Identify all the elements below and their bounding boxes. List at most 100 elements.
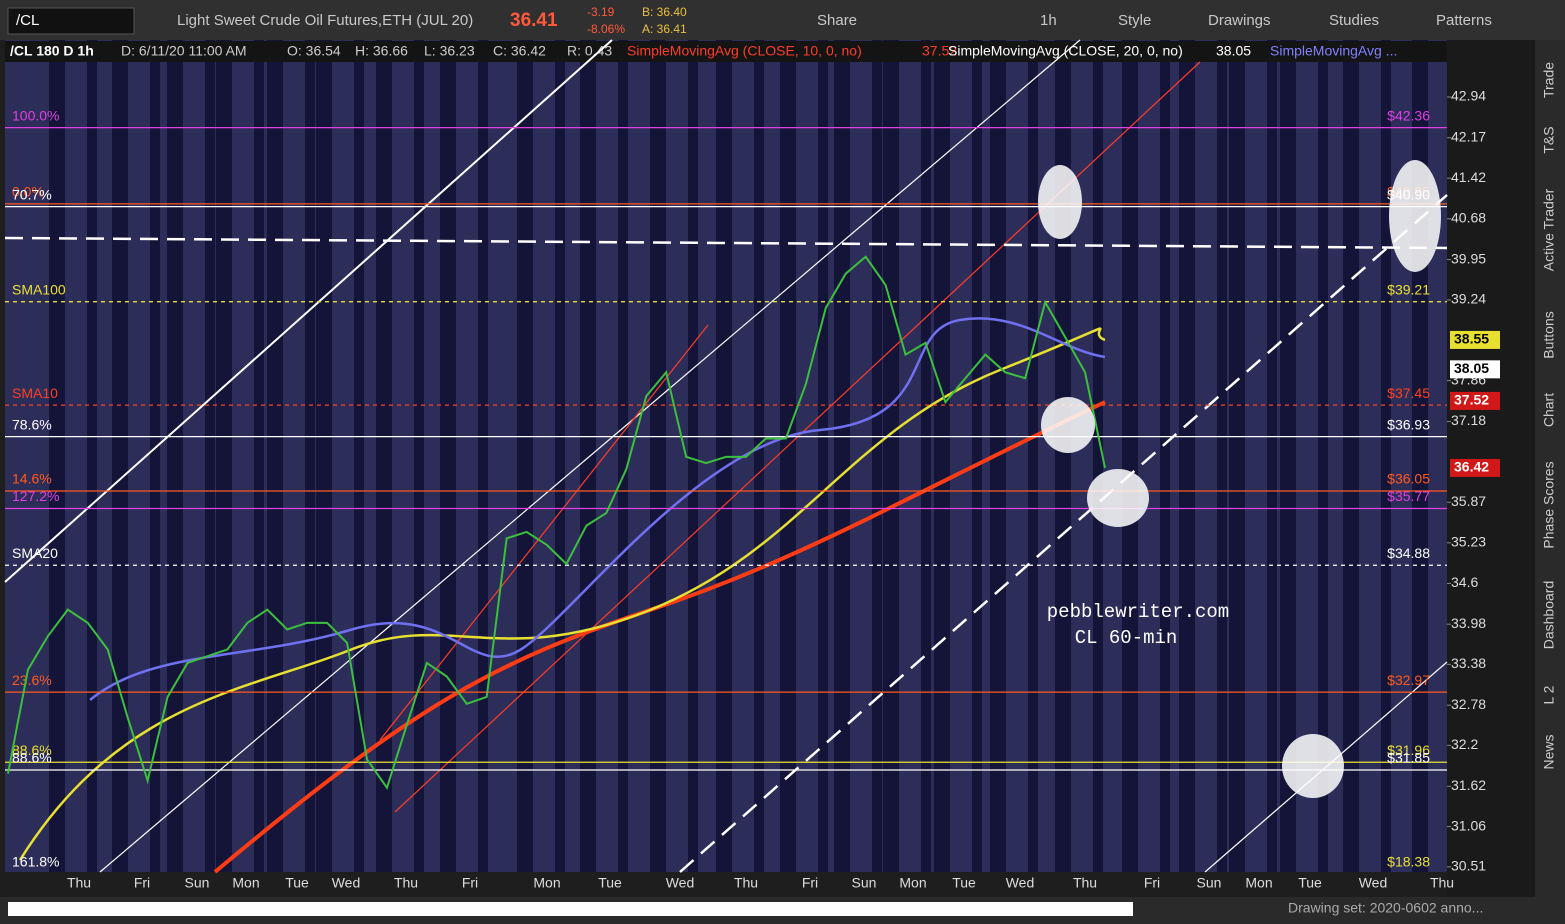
- symbol[interactable]: /CL: [16, 12, 39, 29]
- session-band: [618, 40, 628, 872]
- session-band: [555, 40, 565, 872]
- x-tick-label: Fri: [462, 875, 478, 891]
- sidebar-tab[interactable]: Trade: [1541, 62, 1557, 98]
- highlight: [1389, 160, 1441, 272]
- x-tick-label: Thu: [1073, 875, 1097, 891]
- x-tick-label: Thu: [1430, 875, 1454, 891]
- highlights: [1038, 160, 1441, 798]
- highlight: [1041, 397, 1095, 453]
- sidebar-tab[interactable]: News: [1541, 734, 1557, 769]
- toolbar-button[interactable]: Studies: [1329, 12, 1379, 29]
- x-tick-label: Mon: [899, 875, 926, 891]
- session-band: [818, 40, 828, 872]
- session-band: [305, 40, 315, 872]
- highlight: [1282, 734, 1344, 798]
- header-field: SimpleMovingAvg (CLOSE, 20, 0, no): [948, 43, 1183, 59]
- level-value-label: $31.96: [1387, 742, 1430, 758]
- x-tick-label: Fri: [134, 875, 150, 891]
- header-field: C: 36.42: [493, 43, 546, 59]
- header-field: 37.52: [922, 43, 957, 59]
- symbol-box[interactable]: [7, 7, 135, 35]
- toolbar-button[interactable]: Style: [1118, 12, 1151, 29]
- sidebar-tab[interactable]: Chart: [1541, 393, 1557, 427]
- session-band: [934, 40, 950, 872]
- session-band: [414, 40, 424, 872]
- session-band: [167, 40, 183, 872]
- header-field: D: 6/11/20 11:00 AM: [121, 43, 247, 59]
- level-value-label: $18.38: [1387, 854, 1430, 870]
- session-band: [316, 40, 332, 872]
- sidebar-tab[interactable]: L 2: [1541, 685, 1557, 704]
- session-band: [478, 40, 488, 872]
- session-band: [49, 40, 65, 872]
- session-band: [1122, 40, 1138, 872]
- y-tick-label: 42.17: [1451, 128, 1486, 144]
- sidebar: [1535, 40, 1565, 924]
- header-field: R: 0.43: [567, 43, 612, 59]
- ask: A: 36.41: [642, 22, 687, 36]
- session-band: [376, 40, 392, 872]
- session-band: [1343, 40, 1359, 872]
- sidebar-tab[interactable]: Phase Scores: [1541, 461, 1557, 548]
- watermark: pebblewriter.com: [1047, 601, 1229, 623]
- x-tick-label: Wed: [1006, 875, 1035, 891]
- sidebar-tab[interactable]: Buttons: [1541, 311, 1557, 358]
- level-label: 88.6%: [12, 742, 52, 758]
- y-tick-label: 34.6: [1451, 574, 1478, 590]
- level-label: 70.7%: [12, 186, 52, 202]
- y-tick-label: 33.38: [1451, 655, 1486, 671]
- toolbar-button[interactable]: Drawings: [1208, 12, 1271, 29]
- toolbar: [0, 0, 1565, 40]
- level-value-label: $32.97: [1387, 672, 1430, 688]
- x-tick-label: Mon: [1245, 875, 1272, 891]
- level-label: 127.2%: [12, 488, 59, 504]
- drawing-set[interactable]: Drawing set: 2020-0602 anno...: [1288, 900, 1483, 916]
- session-band: [650, 40, 666, 872]
- last-price: 36.41: [510, 10, 558, 31]
- level-label: 88.6%: [12, 750, 52, 766]
- change: -3.19: [587, 5, 615, 19]
- header-field: O: 36.54: [287, 43, 341, 59]
- level-value-label: $42.36: [1387, 107, 1430, 123]
- scrollbar[interactable]: [8, 902, 1133, 916]
- sidebar-tab[interactable]: Dashboard: [1541, 581, 1557, 650]
- level-label: 23.6%: [12, 672, 52, 688]
- price-badge: [1450, 458, 1500, 477]
- y-tick-label: 39.24: [1451, 291, 1486, 307]
- session-band: [580, 40, 596, 872]
- session-band: [688, 40, 698, 872]
- x-tick-label: Thu: [734, 875, 758, 891]
- toolbar-button[interactable]: Patterns: [1436, 12, 1492, 29]
- price-badge: [1450, 391, 1500, 410]
- y-tick-label: 32.2: [1451, 736, 1478, 752]
- level-value-label: $39.21: [1387, 281, 1430, 297]
- toolbar-button[interactable]: Share: [817, 12, 857, 29]
- session-band: [754, 40, 764, 872]
- x-tick-label: Sun: [1197, 875, 1222, 891]
- description: Light Sweet Crude Oil Futures,ETH (JUL 2…: [177, 12, 473, 29]
- sidebar-tab[interactable]: T&S: [1541, 126, 1557, 153]
- x-tick-label: Mon: [533, 875, 560, 891]
- x-tick-label: Tue: [598, 875, 622, 891]
- session-band: [1381, 40, 1391, 872]
- session-band: [440, 40, 456, 872]
- session-band: [1267, 40, 1277, 872]
- level-value-label: $37.45: [1387, 385, 1430, 401]
- x-tick-label: Wed: [666, 875, 695, 891]
- x-tick-label: Fri: [802, 875, 818, 891]
- price-badge-label: 38.55: [1454, 331, 1489, 347]
- sidebar-tab[interactable]: Active Trader: [1541, 188, 1557, 271]
- y-tick-label: 41.42: [1451, 169, 1486, 185]
- toolbar-button[interactable]: 1h: [1040, 12, 1057, 29]
- session-band: [872, 40, 882, 872]
- x-tick-label: Sun: [852, 875, 877, 891]
- header-bar: [5, 41, 1447, 62]
- header-field: /CL 180 D 1h: [10, 43, 94, 59]
- session-band: [834, 40, 850, 872]
- session-band: [517, 40, 533, 872]
- session-band: [1217, 40, 1227, 872]
- price-badge-label: 37.52: [1454, 392, 1489, 408]
- session-band: [716, 40, 732, 872]
- level-value-label: $34.88: [1387, 545, 1430, 561]
